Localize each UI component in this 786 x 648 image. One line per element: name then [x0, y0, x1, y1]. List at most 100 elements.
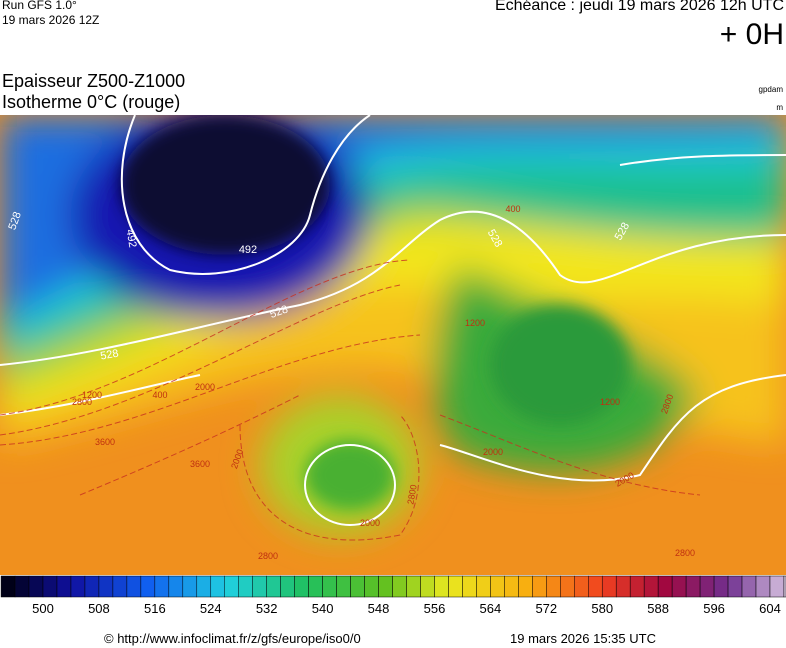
colorbar-swatch: [490, 575, 505, 598]
colorbar-tick-label: 572: [535, 601, 557, 616]
colorbar-swatch: [671, 575, 687, 598]
colorbar-tick-label: 524: [200, 601, 222, 616]
source-url: © http://www.infoclimat.fr/z/gfs/europe/…: [104, 631, 361, 646]
thickness-label: 528: [99, 348, 119, 363]
colorbar-swatch: [294, 575, 309, 598]
freezing-level-label: 3600: [190, 459, 210, 469]
colorbar-swatch: [350, 575, 365, 598]
colorbar: 500 508 516 524 532 540 548 556 564 572 580 588 596 6…: [0, 575, 786, 616]
colorbar-tick-label: 588: [647, 601, 669, 616]
colorbar-swatch: [406, 575, 421, 598]
freezing-level-label: 3600: [95, 437, 115, 447]
colorbar-swatch: [420, 575, 435, 598]
colorbar-swatch: [588, 575, 603, 598]
colorbar-swatch: [392, 575, 407, 598]
colorbar-swatch: [769, 575, 785, 598]
colorbar-swatch: [476, 575, 491, 598]
freezing-level-label: 2800: [675, 548, 695, 558]
colorbar-tick-label: 548: [368, 601, 390, 616]
colorbar-swatch: [713, 575, 729, 598]
colorbar-swatch: [546, 575, 561, 598]
colorbar-swatch: [182, 575, 198, 598]
colorbar-swatch: [14, 575, 30, 598]
colorbar-swatch: [140, 575, 156, 598]
colorbar-swatch: [755, 575, 771, 598]
colorbar-tick-label: 580: [591, 601, 613, 616]
colorbar-tick-label: 516: [144, 601, 166, 616]
colorbar-tick-label: 556: [424, 601, 446, 616]
colorbar-swatch: [84, 575, 100, 598]
colorbar-swatch: [42, 575, 58, 598]
colorbar-swatch: [504, 575, 519, 598]
colorbar-swatch: [112, 575, 128, 598]
colorbar-swatch: [727, 575, 743, 598]
colorbar-tick-label: 532: [256, 601, 278, 616]
colorbar-swatch: [364, 575, 379, 598]
freezing-level-label: 400: [505, 204, 520, 214]
generated-time: 19 mars 2026 15:35 UTC: [510, 631, 656, 646]
freezing-level-label: 2800: [72, 397, 92, 407]
colorbar-swatch: [252, 575, 267, 598]
title-line2: Isotherme 0°C (rouge): [2, 92, 181, 112]
colorbar-swatch: [518, 575, 533, 598]
colorbar-swatch: [56, 575, 72, 598]
colorbar-swatch: [601, 575, 617, 598]
colorbar-swatch: [574, 575, 589, 598]
colorbar-swatch: [322, 575, 337, 598]
colorbar-swatch: [657, 575, 673, 598]
freezing-level-label: 400: [152, 390, 167, 400]
freezing-level-label: 2000: [195, 382, 215, 392]
colorbar-swatch: [0, 575, 16, 598]
colorbar-tick-label: 508: [88, 601, 110, 616]
thickness-label: 492: [239, 244, 257, 256]
colorbar-tick-label: 564: [480, 601, 502, 616]
thickness-label: 528: [6, 210, 24, 231]
freezing-level-label: 1200: [82, 390, 102, 400]
colorbar-swatch: [643, 575, 659, 598]
colorbar-swatch: [741, 575, 757, 598]
colorbar-swatch: [28, 575, 44, 598]
unit-gpdam: gpdam: [758, 85, 783, 94]
colorbar-tick-label: 604: [759, 601, 781, 616]
colorbar-swatch: [238, 575, 253, 598]
colorbar-swatch: [154, 575, 170, 598]
colorbar-tick-label: 540: [312, 601, 334, 616]
colorbar-swatch: [308, 575, 323, 598]
colorbar-swatch: [783, 575, 786, 598]
colorbar-swatch: [532, 575, 547, 598]
colorbar-swatch: [210, 575, 225, 598]
colorbar-swatch: [126, 575, 142, 598]
freezing-level-label: 2000: [483, 447, 503, 457]
colorbar-swatch: [266, 575, 281, 598]
freezing-level-label: 2800: [258, 551, 278, 561]
colorbar-swatch: [336, 575, 351, 598]
freezing-level-label: 2800: [405, 484, 418, 505]
colorbar-swatch: [168, 575, 184, 598]
lead-time: + 0H: [719, 18, 784, 51]
colorbar-swatch: [196, 575, 212, 598]
freezing-level-label: 1200: [465, 318, 485, 328]
colorbar-swatch: [629, 575, 645, 598]
colorbar-swatch: [280, 575, 295, 598]
unit-m: m: [776, 103, 783, 112]
colorbar-swatch: [560, 575, 575, 598]
title-line1: Epaisseur Z500-Z1000: [2, 71, 186, 91]
colorbar-swatch: [434, 575, 449, 598]
colorbar-tick-label: 596: [703, 601, 725, 616]
colorbar-tick-label: 500: [32, 601, 54, 616]
colorbar-swatch: [685, 575, 701, 598]
colorbar-swatch: [98, 575, 114, 598]
freezing-level-label: 1200: [600, 397, 620, 407]
colorbar-swatch: [224, 575, 239, 598]
colorbar-swatch: [699, 575, 715, 598]
colorbar-swatch: [462, 575, 477, 598]
colorbar-swatch: [615, 575, 631, 598]
colorbar-swatch: [378, 575, 393, 598]
thickness-label: 492: [123, 228, 138, 248]
run-date: 19 mars 2026 12Z: [2, 13, 100, 27]
colorbar-swatch: [448, 575, 463, 598]
colorbar-swatch: [70, 575, 86, 598]
valid-time: Echéance : jeudi 19 mars 2026 12h UTC: [494, 0, 784, 14]
